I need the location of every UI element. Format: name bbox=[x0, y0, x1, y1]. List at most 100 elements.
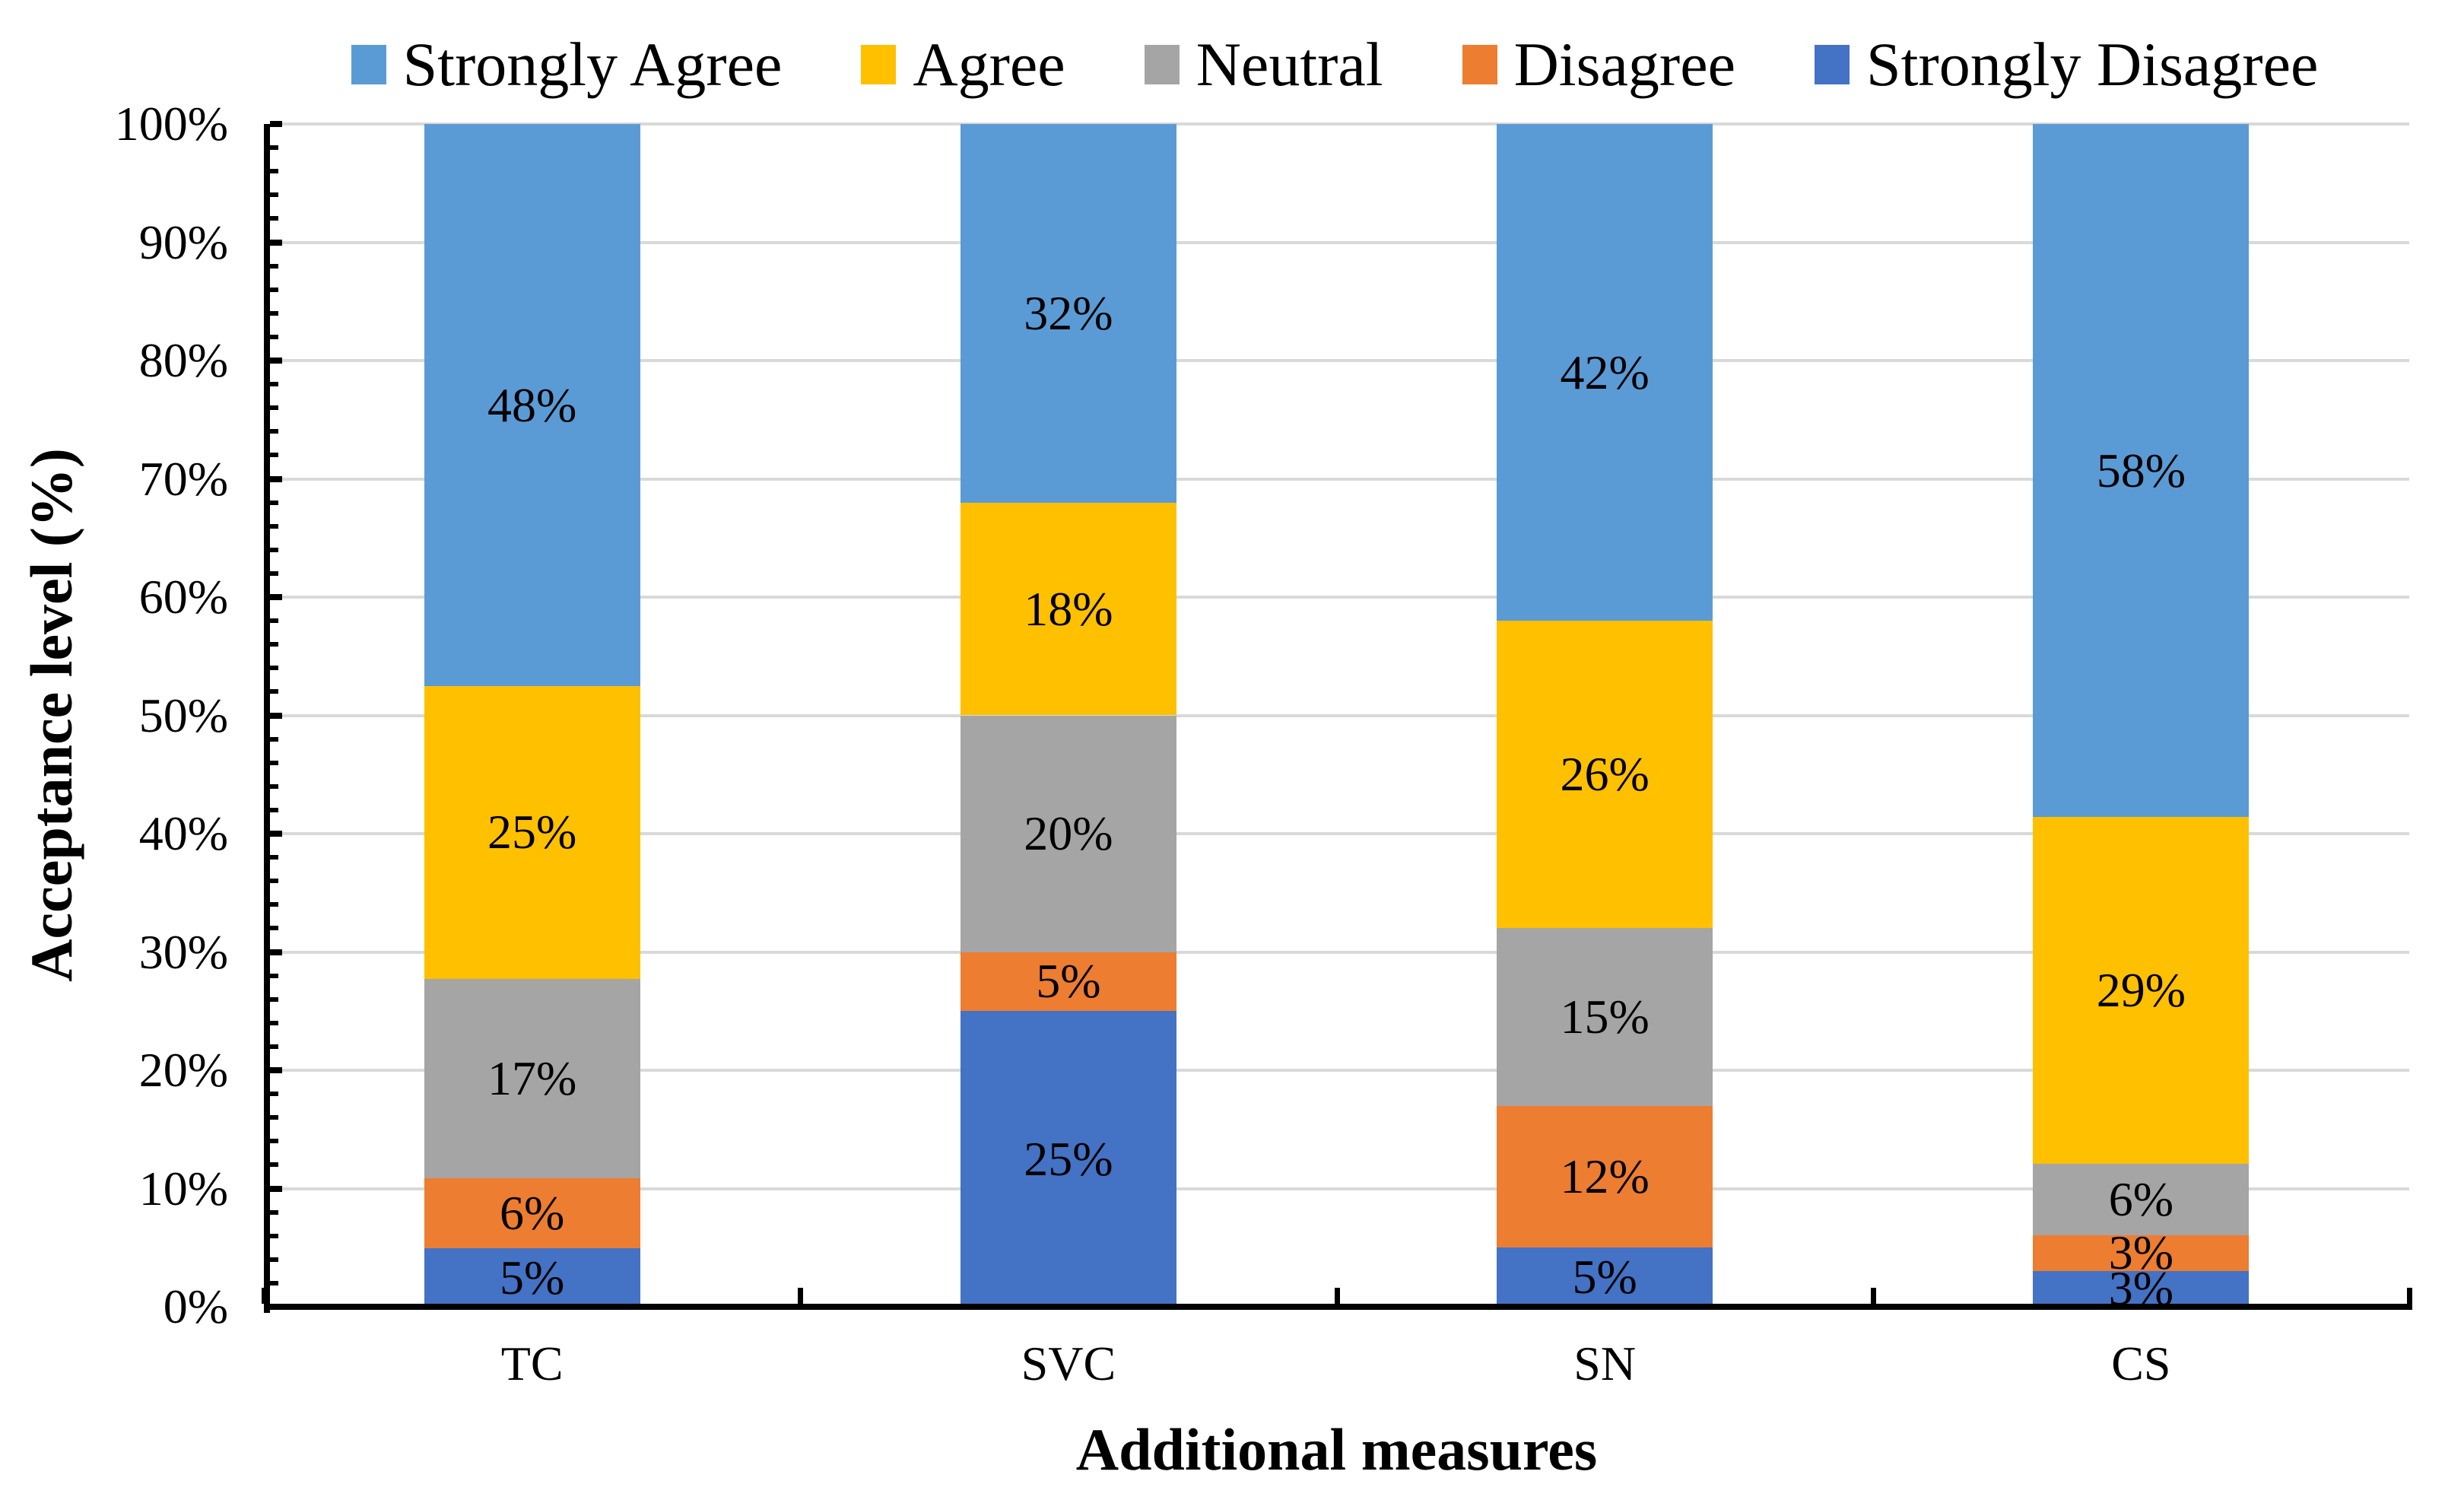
y-minor-tick bbox=[270, 642, 278, 647]
y-minor-tick bbox=[270, 855, 278, 860]
legend-label: Agree bbox=[913, 30, 1065, 99]
y-minor-tick bbox=[270, 169, 278, 174]
bar-label-sn-agree: 26% bbox=[1560, 747, 1650, 802]
y-minor-tick bbox=[270, 926, 278, 931]
bar-segment-sn-neutral bbox=[1497, 928, 1713, 1106]
legend-item-agree: Agree bbox=[861, 33, 1065, 96]
y-minor-tick bbox=[270, 1280, 278, 1285]
y-tick-label-0: 0% bbox=[163, 1279, 228, 1333]
y-minor-tick bbox=[270, 287, 278, 292]
bar-label-sn-strongly-disagree: 5% bbox=[1572, 1250, 1637, 1305]
x-category-tick bbox=[1334, 1288, 1340, 1304]
gridline-20-percent bbox=[270, 1069, 2409, 1072]
y-minor-tick bbox=[270, 1092, 278, 1097]
y-axis-line bbox=[264, 124, 270, 1313]
y-minor-tick bbox=[270, 453, 278, 458]
bar-label-sn-strongly-agree: 42% bbox=[1560, 345, 1650, 399]
y-major-tick-100 bbox=[270, 121, 282, 127]
bar-tc: 5% 6% 17% 25% 48% bbox=[424, 124, 640, 1307]
y-minor-tick bbox=[270, 216, 278, 221]
gridline-90-percent bbox=[270, 240, 2409, 244]
y-minor-tick bbox=[270, 996, 278, 1002]
bar-label-cs-strongly-agree: 58% bbox=[2096, 443, 2186, 497]
y-minor-tick bbox=[270, 334, 278, 339]
bar-segment-tc-neutral bbox=[424, 978, 640, 1178]
y-tick-label-70: 70% bbox=[138, 451, 228, 506]
bar-cs: 3% 3% 6% 29% 58% bbox=[2033, 124, 2250, 1315]
legend-label: Strongly Disagree bbox=[1866, 30, 2319, 99]
y-minor-tick bbox=[270, 405, 278, 411]
bar-segment-cs-disagree bbox=[2033, 1235, 2250, 1271]
bar-segment-cs-agree bbox=[2033, 817, 2250, 1164]
bar-label-svc-strongly-disagree: 25% bbox=[1024, 1131, 1113, 1186]
category-label-cs: CS bbox=[2111, 1336, 2171, 1390]
legend-label: Disagree bbox=[1513, 30, 1735, 99]
bar-label-tc-neutral: 17% bbox=[487, 1050, 577, 1105]
y-major-tick-70 bbox=[270, 475, 282, 482]
y-minor-tick bbox=[270, 689, 278, 694]
x-category-tick bbox=[1870, 1288, 1876, 1304]
bar-label-sn-disagree: 12% bbox=[1560, 1149, 1650, 1203]
gridline-100-percent bbox=[270, 122, 2409, 126]
y-major-tick-90 bbox=[270, 239, 282, 246]
y-tick-label-40: 40% bbox=[138, 806, 228, 860]
legend-swatch-strongly-agree-icon bbox=[351, 45, 386, 84]
y-minor-tick bbox=[270, 382, 278, 387]
legend-item-strongly-agree: Strongly Agree bbox=[351, 33, 782, 96]
gridline-10-percent bbox=[270, 1187, 2409, 1190]
y-minor-tick bbox=[270, 902, 278, 907]
bar-label-tc-agree: 25% bbox=[487, 805, 577, 860]
bar-segment-tc-agree bbox=[424, 686, 640, 979]
y-minor-tick bbox=[270, 523, 278, 529]
x-category-tick bbox=[2407, 1288, 2412, 1304]
bar-label-svc-agree: 18% bbox=[1024, 581, 1113, 636]
y-minor-tick bbox=[270, 429, 278, 434]
bar-segment-svc-neutral bbox=[960, 715, 1176, 952]
bar-label-tc-disagree: 6% bbox=[499, 1185, 565, 1240]
y-minor-tick bbox=[270, 547, 278, 552]
legend-item-strongly-disagree: Strongly Disagree bbox=[1815, 33, 2318, 96]
bar-label-sn-neutral: 15% bbox=[1560, 990, 1650, 1044]
y-minor-tick bbox=[270, 1115, 278, 1120]
x-category-tick bbox=[262, 1288, 267, 1304]
bar-segment-sn-strongly-disagree bbox=[1497, 1247, 1713, 1307]
y-minor-tick bbox=[270, 879, 278, 884]
y-minor-tick bbox=[270, 666, 278, 671]
legend-swatch-strongly-disagree-icon bbox=[1815, 45, 1850, 84]
y-minor-tick bbox=[270, 1209, 278, 1215]
bar-label-cs-neutral: 6% bbox=[2108, 1171, 2174, 1226]
chart-legend: Strongly Agree Agree Neutral Disagree Strong… bbox=[228, 23, 2441, 106]
bar-segment-tc-strongly-disagree bbox=[424, 1248, 640, 1307]
category-label-tc: TC bbox=[500, 1336, 564, 1390]
y-minor-tick bbox=[270, 807, 278, 812]
y-tick-label-80: 80% bbox=[138, 333, 228, 387]
bar-segment-svc-strongly-disagree bbox=[960, 1011, 1176, 1307]
bar-label-cs-agree: 29% bbox=[2096, 962, 2186, 1017]
y-major-tick-30 bbox=[270, 949, 282, 955]
gridline-80-percent bbox=[270, 359, 2409, 362]
y-tick-label-50: 50% bbox=[138, 688, 228, 742]
y-tick-label-90: 90% bbox=[138, 215, 228, 269]
y-minor-tick bbox=[270, 1020, 278, 1025]
category-label-svc: SVC bbox=[1021, 1336, 1116, 1390]
y-major-tick-10 bbox=[270, 1185, 282, 1192]
y-tick-label-20: 20% bbox=[138, 1043, 228, 1097]
bar-label-svc-neutral: 20% bbox=[1024, 806, 1113, 860]
x-axis-line bbox=[264, 1304, 2412, 1310]
bar-svc: 25% 5% 20% 18% 32% bbox=[960, 124, 1176, 1307]
gridline-30-percent bbox=[270, 950, 2409, 954]
bar-label-tc-strongly-disagree: 5% bbox=[499, 1250, 565, 1305]
y-major-tick-80 bbox=[270, 358, 282, 364]
y-minor-tick bbox=[270, 1044, 278, 1049]
category-label-sn: SN bbox=[1573, 1336, 1637, 1390]
bar-segment-cs-strongly-disagree bbox=[2033, 1270, 2250, 1307]
y-minor-tick bbox=[270, 1257, 278, 1262]
bar-label-svc-strongly-agree: 32% bbox=[1024, 285, 1113, 340]
y-tick-label-10: 10% bbox=[138, 1161, 228, 1216]
y-major-tick-40 bbox=[270, 831, 282, 837]
y-tick-label-100: 100% bbox=[114, 97, 228, 151]
bar-label-tc-strongly-agree: 48% bbox=[487, 377, 577, 432]
bar-segment-sn-agree bbox=[1497, 621, 1713, 929]
y-minor-tick bbox=[270, 973, 278, 978]
